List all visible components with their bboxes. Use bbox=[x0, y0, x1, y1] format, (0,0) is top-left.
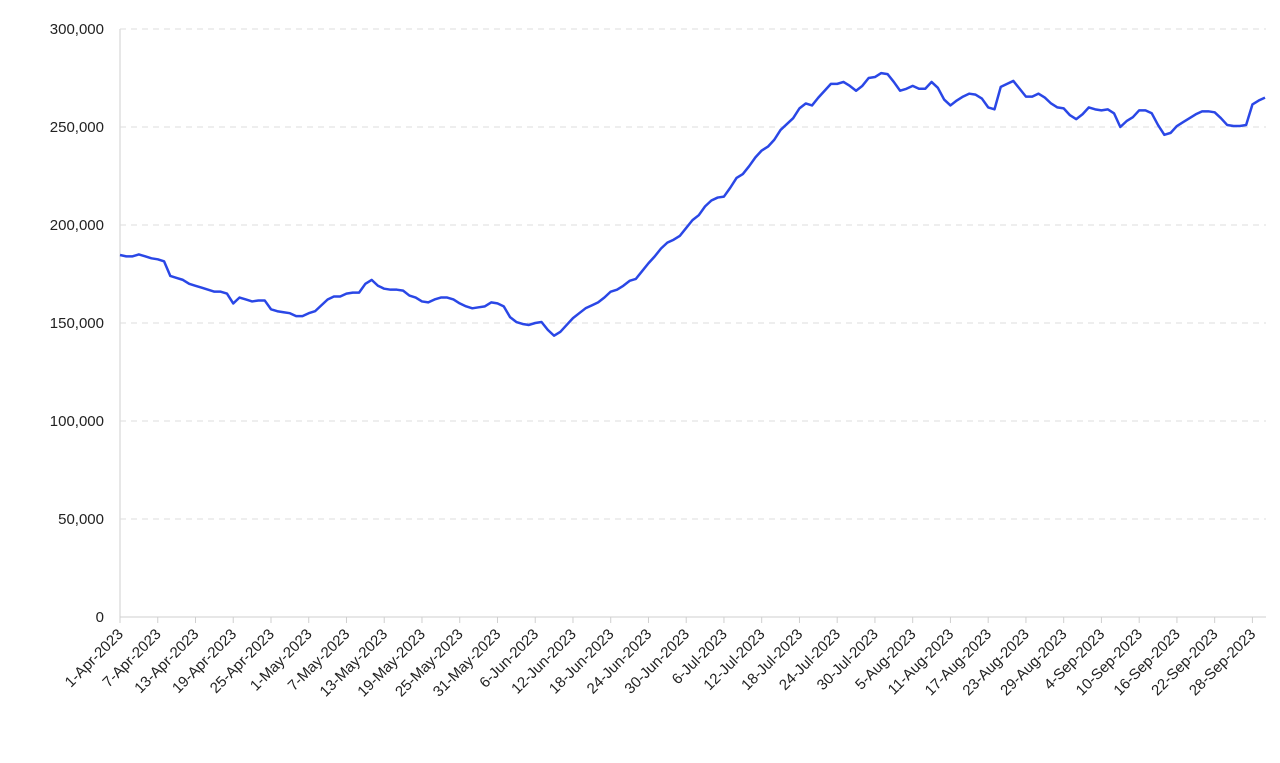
y-tick-label: 200,000 bbox=[50, 217, 104, 234]
y-tick-label: 50,000 bbox=[58, 511, 104, 528]
x-tick-label: 28-Sep-2023 bbox=[1186, 626, 1259, 699]
y-tick-label: 0 bbox=[96, 609, 104, 626]
y-tick-label: 150,000 bbox=[50, 315, 104, 332]
y-tick-label: 250,000 bbox=[50, 119, 104, 136]
y-tick-label: 300,000 bbox=[50, 21, 104, 38]
y-tick-label: 100,000 bbox=[50, 413, 104, 430]
series-line bbox=[119, 71, 1266, 337]
